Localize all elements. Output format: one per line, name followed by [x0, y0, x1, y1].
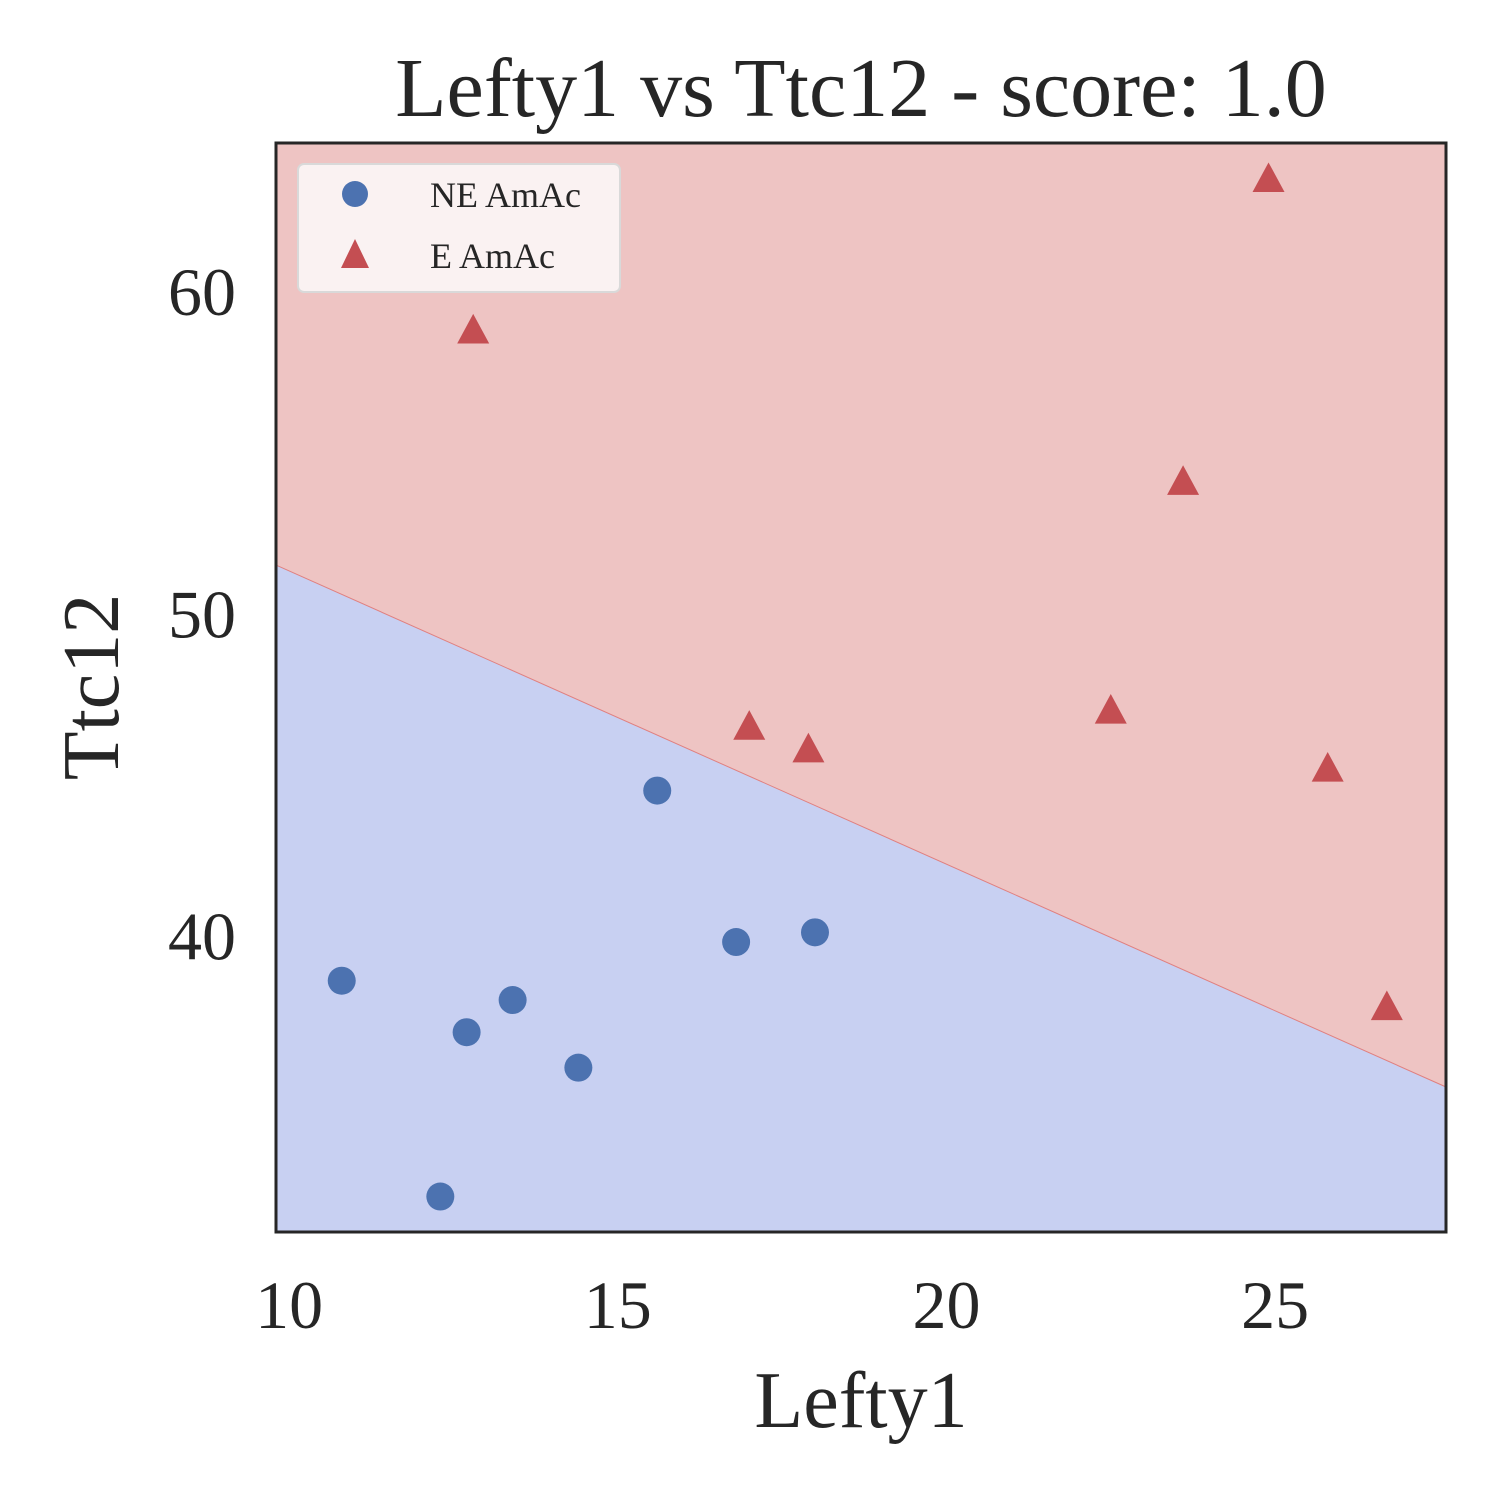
point-ne-amac-6 [722, 928, 751, 957]
plot-area [275, 143, 1447, 1232]
point-ne-amac-7 [800, 918, 829, 947]
x-axis-label: Lefty1 [754, 1357, 967, 1445]
decision-boundary [275, 564, 1447, 1088]
chart-title: Lefty1 vs Ttc12 - score: 1.0 [395, 42, 1327, 135]
legend-label-e-amac: E AmAc [430, 236, 555, 276]
point-ne-amac-1 [426, 1182, 455, 1211]
legend-marker-ne-amac [342, 181, 368, 207]
point-e-amac-7 [1370, 990, 1403, 1021]
y-tick-label-50: 50 [168, 576, 236, 652]
x-tick-label-15: 15 [584, 1267, 652, 1343]
point-ne-amac-4 [564, 1053, 593, 1082]
legend-label-ne-amac: NE AmAc [430, 175, 581, 215]
legend-marker-e-amac [341, 239, 369, 268]
point-e-amac-5 [1252, 162, 1285, 193]
point-e-amac-1 [733, 710, 766, 740]
y-axis-ticks: 40 50 60 [168, 254, 236, 974]
point-ne-amac-5 [643, 776, 672, 805]
plot-frame [274, 141, 1448, 1234]
y-tick-label-60: 60 [168, 254, 236, 330]
point-e-amac-6 [1311, 752, 1344, 782]
point-e-amac-0 [457, 313, 490, 344]
point-e-amac-3 [1094, 694, 1127, 724]
x-tick-label-20: 20 [912, 1267, 980, 1343]
point-ne-amac-2 [452, 1018, 481, 1047]
legend: NE AmAc E AmAc [297, 163, 621, 293]
point-e-amac-2 [792, 732, 825, 763]
y-tick-label-40: 40 [168, 899, 236, 975]
y-axis-label: Ttc12 [48, 594, 136, 781]
x-tick-label-10: 10 [255, 1267, 323, 1343]
point-e-amac-4 [1167, 465, 1200, 495]
legend-box [297, 163, 621, 293]
data-points [327, 162, 1403, 1211]
x-tick-label-25: 25 [1241, 1267, 1309, 1343]
point-ne-amac-0 [327, 966, 356, 995]
point-ne-amac-3 [498, 986, 527, 1015]
x-axis-ticks: 10 15 20 25 [255, 1267, 1309, 1343]
